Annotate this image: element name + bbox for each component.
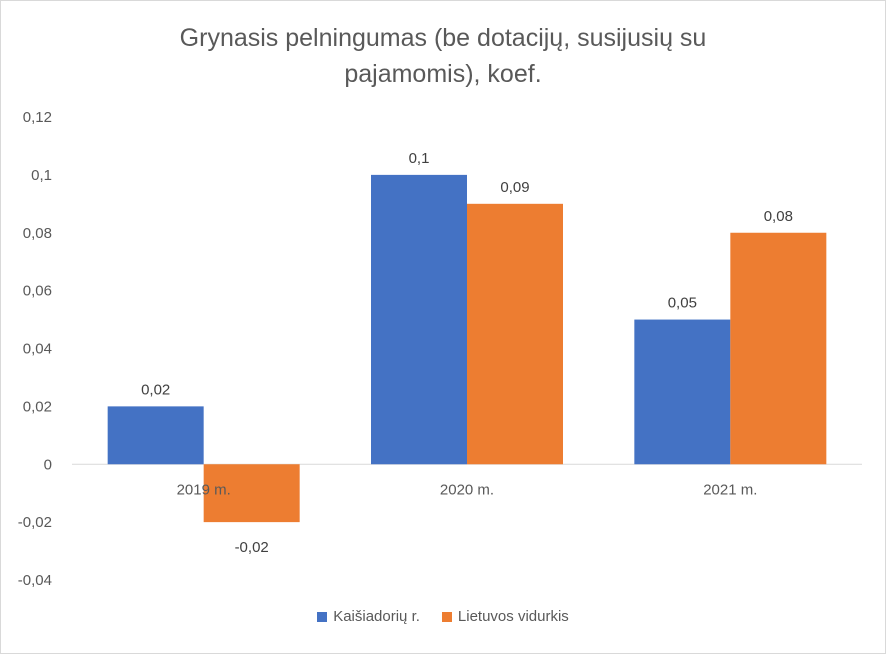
y-tick-label-7: -0,02 xyxy=(18,514,52,531)
data-label-lietuvos-vidurkis-2: 0,08 xyxy=(764,208,793,225)
legend-swatch-lietuvos-vidurkis xyxy=(441,611,452,622)
bar-kaisiadoriu-2 xyxy=(634,319,731,465)
x-tick-label-2: 2021 m. xyxy=(703,481,757,498)
data-label-kaisiadoriu-1: 0,1 xyxy=(409,150,430,167)
x-tick-label-0: 2019 m. xyxy=(177,481,231,498)
legend-item-lietuvos-vidurkis: Lietuvos vidurkis xyxy=(441,608,569,625)
chart-title-line-2: pajamomis), koef. xyxy=(344,60,542,88)
bar-lietuvos-vidurkis-0 xyxy=(203,464,300,523)
legend-label-lietuvos-vidurkis: Lietuvos vidurkis xyxy=(457,608,569,625)
y-tick-label-8: -0,04 xyxy=(18,572,52,589)
data-label-kaisiadoriu-2: 0,05 xyxy=(668,295,697,312)
bar-kaisiadoriu-0 xyxy=(107,406,204,465)
x-tick-label-1: 2020 m. xyxy=(440,481,494,498)
y-tick-label-0: 0,12 xyxy=(23,109,52,126)
chart-title-line-1: Grynasis pelningumas (be dotacijų, susij… xyxy=(179,24,707,52)
legend: Kaišiadorių r. Lietuvos vidurkis xyxy=(0,608,886,625)
bar-lietuvos-vidurkis-2 xyxy=(730,232,827,465)
data-label-kaisiadoriu-0: 0,02 xyxy=(141,381,170,398)
data-label-lietuvos-vidurkis-1: 0,09 xyxy=(500,179,529,196)
bar-lietuvos-vidurkis-1 xyxy=(467,203,563,465)
legend-swatch-kaisiadoriu xyxy=(317,611,328,622)
y-tick-label-5: 0,02 xyxy=(23,398,52,415)
chart-title: Grynasis pelningumas (be dotacijų, susij… xyxy=(0,20,886,92)
y-tick-label-2: 0,08 xyxy=(23,225,52,242)
y-tick-label-4: 0,04 xyxy=(23,341,52,358)
y-tick-label-1: 0,1 xyxy=(31,167,52,184)
bar-kaisiadoriu-1 xyxy=(371,174,467,465)
legend-label-kaisiadoriu: Kaišiadorių r. xyxy=(333,608,420,625)
legend-item-kaisiadoriu: Kaišiadorių r. xyxy=(317,608,420,625)
data-label-lietuvos-vidurkis-0: -0,02 xyxy=(235,539,269,556)
y-tick-label-6: 0 xyxy=(44,456,52,473)
y-tick-label-3: 0,06 xyxy=(23,283,52,300)
